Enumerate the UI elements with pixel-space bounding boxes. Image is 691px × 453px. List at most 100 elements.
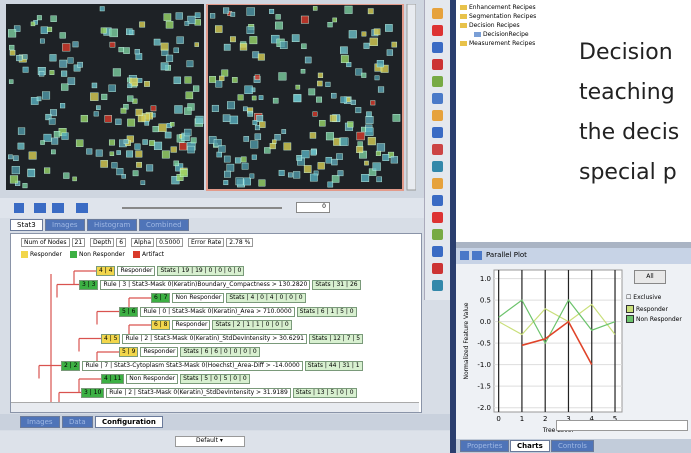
tool-icon[interactable]	[432, 161, 443, 172]
cell	[135, 144, 141, 150]
cell	[174, 48, 179, 53]
hscroll[interactable]	[556, 420, 688, 431]
cell	[328, 182, 333, 187]
cell	[154, 39, 160, 45]
node-text: Rule | 7 | Stat3-Cytoplasm Stat3-Mask 0(…	[82, 361, 302, 371]
recipe-item[interactable]: Segmentation Recipes	[460, 13, 536, 20]
recipe-item[interactable]: Enhancement Recipes	[460, 4, 536, 11]
stat-value: 2.78 %	[226, 238, 253, 247]
tool-icon[interactable]	[432, 178, 443, 189]
cell	[371, 101, 376, 106]
play-buttons[interactable]	[14, 203, 114, 213]
cell	[236, 178, 243, 185]
stat-value: 21	[72, 238, 86, 247]
node-text: Rule | 0 | Stat3-Mask 0(Keratin)_Area > …	[140, 307, 294, 317]
tool-icon[interactable]	[432, 110, 443, 121]
tool-icon[interactable]	[432, 229, 443, 240]
tool-icon[interactable]	[432, 59, 443, 70]
cell	[377, 177, 382, 182]
y-tick-label: -1.5	[477, 383, 491, 391]
x-tick-label: 1	[520, 415, 524, 423]
cell	[318, 162, 325, 169]
cell	[138, 78, 142, 82]
cell	[185, 77, 192, 84]
tab[interactable]: Properties	[460, 440, 509, 452]
cell	[349, 30, 357, 38]
all-button[interactable]: All	[634, 270, 666, 284]
cell	[242, 163, 248, 169]
caption-line: Decision	[579, 40, 673, 65]
tool-icon[interactable]	[432, 212, 443, 223]
status-dropdown[interactable]: Default ▾	[175, 436, 245, 447]
cell	[373, 163, 381, 171]
tab[interactable]: Charts	[510, 440, 550, 452]
tool-icon[interactable]	[432, 195, 443, 206]
hscroll[interactable]	[11, 402, 419, 412]
tool-icon[interactable]	[432, 127, 443, 138]
folder-icon	[474, 32, 481, 37]
cell	[275, 22, 282, 29]
tool-icon[interactable]	[432, 42, 443, 53]
plot-titlebar: Parallel Plot	[456, 248, 691, 264]
cell	[18, 128, 25, 135]
cell	[73, 177, 77, 181]
cell	[23, 183, 28, 188]
cell	[23, 55, 28, 60]
tool-icon[interactable]	[432, 25, 443, 36]
cell	[174, 77, 181, 84]
tab[interactable]: Configuration	[95, 416, 163, 428]
tab[interactable]: Controls	[551, 440, 594, 452]
node-ids: 2 | 2	[61, 361, 80, 371]
recipe-item[interactable]: DecisionRecipe	[474, 31, 529, 38]
node-text: Rule | 3 | Stat3-Mask 0(Keratin)Boundary…	[100, 280, 310, 290]
tab[interactable]: Combined	[139, 219, 189, 231]
tab[interactable]: Data	[62, 416, 93, 428]
cell	[356, 69, 363, 76]
tool-icon[interactable]	[432, 280, 443, 291]
cell	[310, 174, 317, 181]
tab[interactable]: Histogram	[87, 219, 137, 231]
tool-icon[interactable]	[432, 76, 443, 87]
legend-swatch	[626, 315, 634, 323]
exclusive-checkbox[interactable]: ☐ Exclusive	[626, 294, 661, 301]
slider[interactable]	[122, 207, 282, 209]
node-text: Rule | 2 | Stat3-Mask 0(Keratin)_StdDevI…	[106, 388, 290, 398]
cell	[392, 42, 397, 47]
scrollbar[interactable]	[407, 4, 416, 190]
cell	[341, 55, 348, 62]
cell	[370, 38, 378, 46]
cell	[117, 151, 121, 155]
recipe-item[interactable]: Decision Recipes	[460, 22, 520, 29]
tab[interactable]: Images	[20, 416, 60, 428]
tool-icon[interactable]	[432, 263, 443, 274]
stat-label: Error Rate	[188, 238, 224, 247]
cell	[90, 93, 98, 101]
plot-tab-row: PropertiesChartsControls	[456, 439, 691, 453]
tool-icon[interactable]	[432, 93, 443, 104]
cell	[276, 14, 281, 19]
tool-icon[interactable]	[432, 8, 443, 19]
tab[interactable]: Images	[45, 219, 85, 231]
cell	[73, 42, 78, 47]
cell	[224, 180, 229, 185]
spinner[interactable]: 0	[296, 202, 330, 213]
tab[interactable]: Stat3	[10, 219, 43, 231]
cell	[362, 32, 366, 36]
cell	[8, 155, 12, 159]
recipe-item[interactable]: Measurement Recipes	[460, 40, 535, 47]
cell	[330, 115, 337, 122]
cell	[340, 47, 347, 54]
y-tick-label: -1.0	[477, 361, 491, 369]
tool-icon[interactable]	[432, 246, 443, 257]
tool-icon[interactable]	[432, 144, 443, 155]
